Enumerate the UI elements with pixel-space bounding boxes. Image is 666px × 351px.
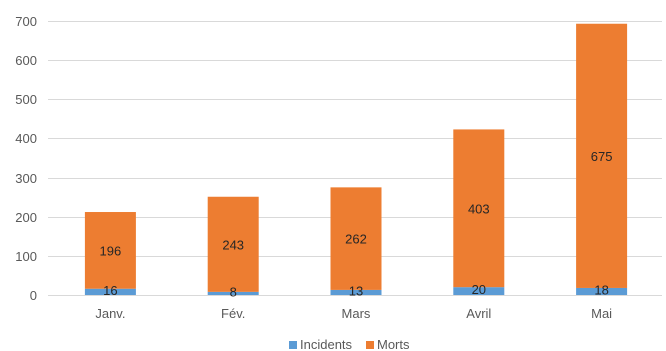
y-tick-label: 100 [15,249,37,264]
y-tick-label: 300 [15,171,37,186]
bar-incidents [330,289,382,295]
bar-morts [576,23,628,288]
y-tick-label: 200 [15,210,37,225]
bar-incidents [576,287,628,295]
data-label-incidents: 20 [472,282,486,297]
data-label-incidents: 8 [230,284,237,299]
data-label-morts: 243 [222,237,244,252]
bar-morts [84,212,136,289]
x-tick-label: Fév. [221,306,245,321]
legend-label-morts: Morts [377,337,410,351]
y-axis-ticks: 0 100 200 300 400 500 600 700 [15,14,37,303]
legend-swatch-incidents [289,341,297,349]
data-label-morts: 196 [100,243,122,258]
legend-swatch-morts [366,341,374,349]
bar-incidents [207,291,259,295]
bars [84,23,628,295]
x-tick-label: Mai [591,306,612,321]
bar-morts [207,196,259,292]
data-label-incidents: 13 [349,283,363,298]
legend-label-incidents: Incidents [300,337,353,351]
data-label-morts: 403 [468,201,490,216]
bar-incidents [84,288,136,295]
data-labels: 16 196 8 243 13 262 20 403 18 675 [100,149,613,300]
data-label-incidents: 16 [103,283,117,298]
data-label-morts: 262 [345,232,367,247]
y-tick-label: 500 [15,92,37,107]
x-tick-label: Avril [466,306,491,321]
y-tick-label: 600 [15,53,37,68]
x-tick-label: Janv. [95,306,125,321]
y-tick-label: 0 [30,288,37,303]
legend: Incidents Morts [289,337,410,351]
x-axis-ticks: Janv. Fév. Mars Avril Mai [95,306,612,321]
x-tick-label: Mars [342,306,371,321]
bar-morts [330,187,382,290]
bar-morts [453,129,505,288]
y-tick-label: 700 [15,14,37,29]
data-label-incidents: 18 [594,282,608,297]
data-label-morts: 675 [591,149,613,164]
bar-incidents [453,287,505,295]
y-tick-label: 400 [15,131,37,146]
